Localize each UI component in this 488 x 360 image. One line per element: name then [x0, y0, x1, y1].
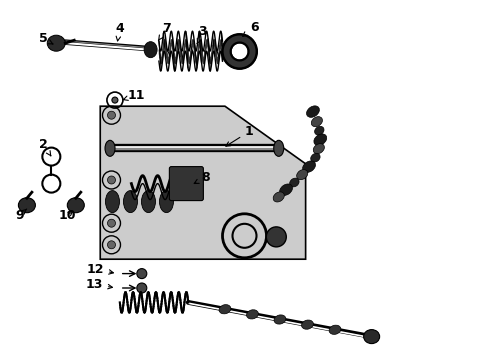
- Ellipse shape: [273, 192, 284, 202]
- Ellipse shape: [363, 330, 379, 343]
- Ellipse shape: [219, 305, 230, 314]
- Ellipse shape: [105, 140, 115, 156]
- Ellipse shape: [311, 117, 322, 127]
- Ellipse shape: [123, 190, 137, 213]
- Ellipse shape: [328, 325, 340, 334]
- Ellipse shape: [279, 184, 292, 195]
- Ellipse shape: [314, 126, 324, 135]
- Ellipse shape: [141, 190, 155, 213]
- FancyBboxPatch shape: [169, 167, 203, 201]
- Ellipse shape: [289, 178, 299, 187]
- Polygon shape: [100, 106, 305, 259]
- Ellipse shape: [246, 310, 258, 319]
- Ellipse shape: [273, 140, 283, 156]
- Ellipse shape: [19, 198, 35, 213]
- Text: 4: 4: [115, 22, 124, 41]
- Circle shape: [107, 241, 115, 249]
- Text: 2: 2: [39, 138, 51, 156]
- Text: 11: 11: [123, 89, 144, 102]
- Text: 5: 5: [39, 32, 53, 45]
- Ellipse shape: [47, 35, 65, 51]
- Circle shape: [107, 176, 115, 184]
- Text: 13: 13: [85, 278, 112, 291]
- Ellipse shape: [159, 190, 173, 213]
- Text: 10: 10: [59, 209, 76, 222]
- Ellipse shape: [310, 153, 320, 162]
- Ellipse shape: [296, 170, 307, 180]
- Ellipse shape: [306, 106, 319, 117]
- Text: 6: 6: [242, 21, 258, 36]
- Ellipse shape: [105, 190, 119, 213]
- Text: 12: 12: [86, 263, 113, 276]
- Circle shape: [266, 227, 285, 247]
- Ellipse shape: [301, 320, 313, 329]
- Text: 7: 7: [158, 22, 170, 40]
- Text: 9: 9: [15, 209, 27, 222]
- Text: 8: 8: [194, 171, 209, 184]
- Ellipse shape: [67, 198, 84, 213]
- Ellipse shape: [137, 269, 146, 279]
- Text: 3: 3: [197, 25, 207, 44]
- Ellipse shape: [273, 315, 285, 324]
- Circle shape: [112, 97, 118, 103]
- Text: 1: 1: [225, 125, 253, 146]
- Ellipse shape: [313, 134, 326, 145]
- Ellipse shape: [144, 42, 157, 58]
- Ellipse shape: [302, 161, 315, 172]
- Ellipse shape: [313, 144, 324, 154]
- Circle shape: [107, 219, 115, 227]
- Ellipse shape: [137, 283, 146, 293]
- Circle shape: [107, 111, 115, 119]
